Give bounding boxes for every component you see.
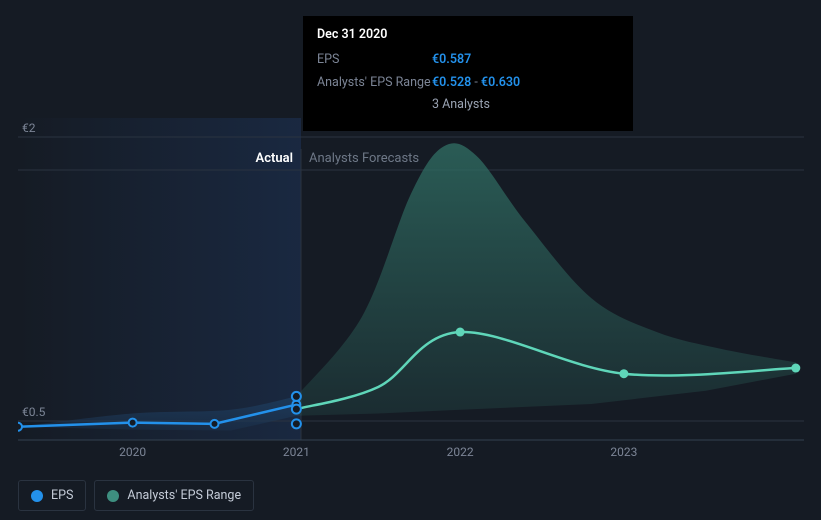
svg-text:2022: 2022	[447, 445, 474, 459]
svg-text:2020: 2020	[119, 445, 146, 459]
tooltip-row-val: €0.528 - €0.630	[432, 72, 619, 95]
chart-legend: EPS Analysts' EPS Range	[18, 480, 254, 511]
tooltip-date: Dec 31 2020	[317, 26, 619, 45]
legend-swatch	[107, 490, 119, 502]
legend-label: EPS	[51, 488, 73, 503]
tooltip-row-key: Analysts' EPS Range	[317, 72, 432, 95]
tooltip-row-key: EPS	[317, 49, 432, 72]
legend-swatch	[31, 490, 43, 502]
tooltip-table: EPS €0.587 Analysts' EPS Range €0.528 - …	[317, 49, 619, 117]
svg-text:€0.5: €0.5	[22, 405, 46, 419]
tooltip-row-sub: 3 Analysts	[432, 94, 619, 117]
svg-text:Analysts Forecasts: Analysts Forecasts	[309, 151, 419, 166]
legend-item-range[interactable]: Analysts' EPS Range	[94, 480, 254, 511]
tooltip-row-val: €0.587	[432, 49, 619, 72]
legend-item-eps[interactable]: EPS	[18, 480, 86, 511]
svg-text:Actual: Actual	[256, 151, 293, 166]
svg-text:2021: 2021	[283, 445, 310, 459]
svg-text:2023: 2023	[610, 445, 637, 459]
legend-label: Analysts' EPS Range	[127, 488, 241, 503]
chart-tooltip: Dec 31 2020 EPS €0.587 Analysts' EPS Ran…	[303, 16, 633, 131]
svg-text:€2: €2	[22, 121, 36, 135]
